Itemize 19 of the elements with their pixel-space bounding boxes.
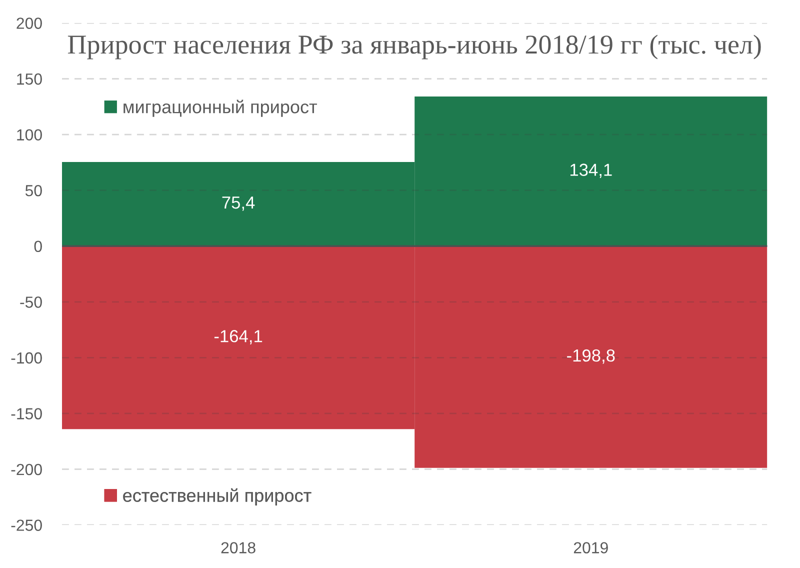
- data-label: 134,1: [570, 164, 612, 178]
- y-tick-label: 100: [17, 129, 42, 141]
- y-tick-label: -50: [20, 296, 42, 308]
- y-tick-label: -150: [11, 408, 42, 420]
- y-tick-label: -200: [11, 464, 42, 476]
- legend-label: естественный прирост: [123, 488, 312, 506]
- chart-title: Прирост населения РФ за январь-июнь 2018/19 гг (тыс. чел): [68, 34, 761, 60]
- y-tick-label: 150: [17, 73, 42, 85]
- data-label: -164,1: [214, 330, 262, 344]
- y-tick-label: 0: [34, 240, 42, 252]
- x-tick-label: 2019: [574, 542, 608, 554]
- y-tick-label: -100: [11, 352, 42, 364]
- y-tick-label: 50: [25, 184, 42, 196]
- data-label: -198,8: [567, 349, 615, 364]
- legend-label: миграционный прирост: [124, 100, 318, 117]
- y-tick-label: -250: [11, 520, 42, 531]
- x-tick-label: 2018: [221, 542, 256, 554]
- y-tick-label: 200: [16, 18, 42, 29]
- data-label: 75,4: [222, 196, 255, 211]
